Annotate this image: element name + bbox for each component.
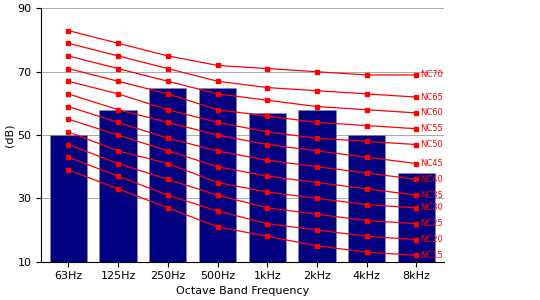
Bar bbox=[50, 135, 87, 262]
Bar bbox=[298, 110, 336, 262]
Bar bbox=[99, 110, 137, 262]
Y-axis label: (dB): (dB) bbox=[4, 123, 15, 147]
Bar bbox=[248, 113, 286, 262]
Text: NC45: NC45 bbox=[420, 159, 443, 168]
Text: NC40: NC40 bbox=[420, 175, 443, 184]
Text: NC65: NC65 bbox=[420, 93, 443, 102]
Text: NC50: NC50 bbox=[420, 140, 443, 149]
Bar bbox=[398, 173, 435, 262]
Text: NC15: NC15 bbox=[420, 251, 443, 260]
Text: NC55: NC55 bbox=[420, 124, 443, 133]
Text: NC60: NC60 bbox=[420, 108, 443, 117]
Text: NC20: NC20 bbox=[420, 235, 443, 244]
X-axis label: Octave Band Frequency: Octave Band Frequency bbox=[176, 286, 309, 296]
Text: NC25: NC25 bbox=[420, 219, 443, 228]
Bar bbox=[149, 88, 186, 262]
Bar bbox=[199, 88, 236, 262]
Text: NC30: NC30 bbox=[420, 203, 443, 212]
Text: NC35: NC35 bbox=[420, 191, 443, 200]
Text: NC70: NC70 bbox=[420, 70, 443, 80]
Bar bbox=[348, 135, 386, 262]
